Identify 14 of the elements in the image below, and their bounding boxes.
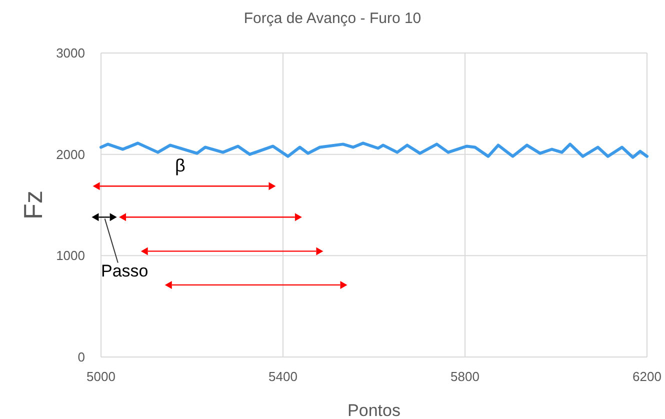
y-tick-label: 2000 <box>56 146 85 162</box>
annotation: β <box>174 156 186 176</box>
annotation: Passo <box>101 261 148 280</box>
x-tick-label: 5800 <box>450 369 480 384</box>
y-axis-title: Fz <box>18 190 48 220</box>
y-tick-label: 1000 <box>56 248 85 264</box>
y-tick-label: 0 <box>78 350 85 365</box>
x-tick-label: 6200 <box>632 369 662 384</box>
chart-title: Força de Avanço - Furo 10 <box>244 10 422 27</box>
x-tick-label: 5400 <box>268 369 298 384</box>
line-series <box>100 142 648 159</box>
x-tick-label: 5000 <box>86 369 116 384</box>
y-tick-label: 3000 <box>56 46 85 61</box>
x-axis-title: Pontos <box>348 401 400 419</box>
